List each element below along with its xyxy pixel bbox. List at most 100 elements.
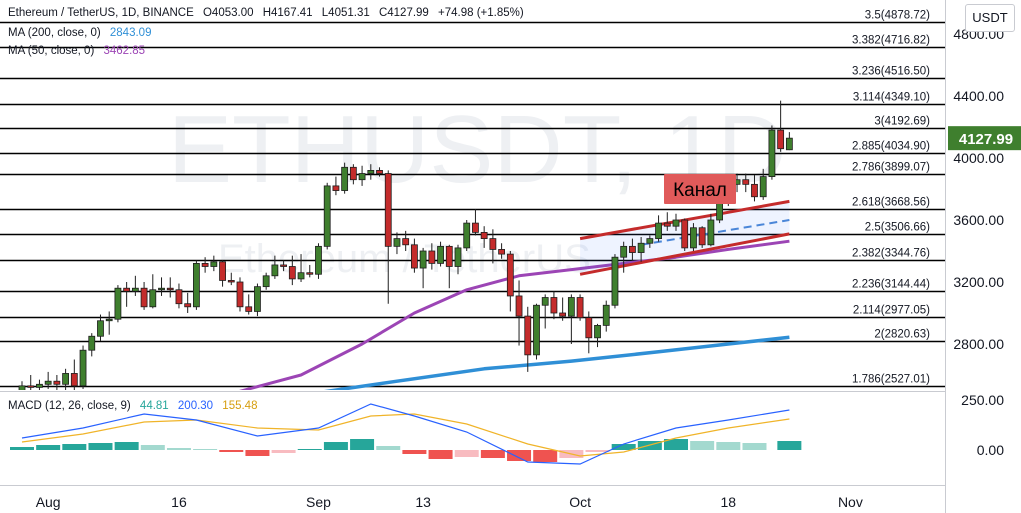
ma50-legend[interactable]: MA (50, close, 0) 3462.85	[8, 45, 151, 57]
candle-up	[637, 242, 645, 253]
candle-down	[123, 287, 131, 292]
fib-level-label: 3.382(4716.82)	[852, 35, 930, 47]
candle-up	[707, 219, 715, 246]
macd-histogram-bar	[507, 450, 532, 461]
candle-up	[149, 289, 157, 308]
candle-down	[585, 317, 593, 339]
candle-down	[245, 306, 253, 312]
candle-down	[698, 227, 706, 246]
candle-down	[777, 129, 785, 150]
candle-down	[576, 297, 584, 319]
price-tick-label: 3600.00	[953, 212, 1004, 228]
candle-up	[210, 261, 218, 267]
currency-button[interactable]: USDT	[965, 4, 1015, 32]
ma50-value: 3462.85	[103, 45, 146, 57]
low-value: L4051.31	[321, 7, 370, 19]
candle-up	[105, 318, 113, 322]
time-tick-label: Aug	[36, 494, 61, 510]
candle-up	[262, 275, 270, 288]
macd-histogram-bar	[454, 450, 479, 457]
symbol-name: Ethereum / TetherUS, 1D, BINANCE	[8, 7, 194, 19]
macd-histogram-bar	[585, 450, 610, 452]
fib-level-label: 2.236(3144.44)	[852, 279, 930, 291]
candle-down	[70, 373, 78, 387]
macd-hist-value: 44.81	[139, 400, 169, 412]
candle-down	[489, 238, 497, 250]
candle-up	[620, 245, 628, 258]
price-tick-label: 4000.00	[953, 150, 1004, 166]
fib-level-label: 2.786(3899.07)	[852, 162, 930, 174]
candle-up	[655, 222, 662, 240]
candle-down	[236, 281, 244, 308]
candle-down	[498, 249, 506, 255]
candle-up	[297, 272, 305, 280]
candle-up	[437, 245, 444, 264]
fib-level-label: 2.114(2977.05)	[853, 305, 930, 317]
candle-up	[131, 287, 139, 292]
fib-level-label: 2.5(3506.66)	[865, 222, 930, 234]
macd-line-value: 200.30	[177, 400, 214, 412]
macd-histogram-bar	[533, 450, 558, 462]
macd-histogram-bar	[271, 450, 296, 453]
candle-down	[445, 245, 453, 267]
candle-up	[18, 385, 26, 390]
candle-down	[166, 287, 174, 291]
candle-up	[158, 287, 165, 291]
candle-up	[602, 304, 610, 326]
macd-histogram-bar	[88, 443, 113, 450]
ma50-line	[239, 239, 790, 390]
candle-down	[376, 169, 383, 174]
channel-annotation-box	[664, 174, 736, 204]
fib-level-label: 3.114(4349.10)	[853, 92, 930, 104]
fib-level-label: 2.885(4034.90)	[852, 141, 930, 153]
macd-legend[interactable]: MACD (12, 26, close, 9) 44.81 200.30 155…	[8, 400, 263, 412]
candle-down	[550, 297, 558, 314]
candle-down	[751, 183, 758, 198]
macd-histogram-bar	[376, 446, 401, 450]
candle-up	[367, 169, 375, 174]
candle-down	[306, 272, 314, 275]
candle-up	[785, 137, 793, 151]
candle-up	[36, 383, 43, 388]
candle-up	[419, 250, 427, 269]
macd-histogram-bar	[193, 449, 218, 450]
change-value: +74.98 (+1.85%)	[438, 7, 524, 19]
price-tick-label: 4400.00	[953, 88, 1004, 104]
macd-tick-label: 0.00	[977, 442, 1004, 458]
candle-down	[410, 244, 418, 269]
candle-down	[428, 250, 436, 264]
macd-histogram-bar	[480, 450, 505, 458]
candle-up	[463, 222, 471, 249]
macd-histogram-bar	[323, 442, 348, 450]
ma200-legend[interactable]: MA (200, close, 0) 2843.09	[8, 27, 157, 39]
candle-up	[690, 227, 697, 249]
candle-down	[288, 266, 296, 280]
open-value: O4053.00	[202, 7, 254, 19]
macd-line	[21, 403, 790, 465]
macd-histogram-bar	[664, 439, 688, 450]
candle-up	[567, 297, 575, 317]
macd-histogram-bar	[611, 444, 636, 450]
candle-up	[393, 238, 401, 247]
candle-down	[663, 222, 671, 227]
candle-up	[541, 297, 549, 306]
candle-up	[88, 335, 96, 351]
candle-up	[768, 129, 776, 178]
high-value: H4167.41	[262, 7, 313, 19]
candle-down	[280, 264, 288, 267]
macd-histogram-bar	[350, 439, 375, 450]
candle-up	[97, 320, 104, 337]
macd-signal-line	[21, 413, 790, 457]
fib-level-label: 2.382(3344.76)	[852, 248, 930, 260]
candle-down	[629, 245, 636, 253]
candle-up	[44, 380, 52, 385]
candle-down	[515, 295, 523, 317]
ma200-value: 2843.09	[109, 27, 152, 39]
ma200-line	[324, 335, 790, 390]
candle-up	[315, 245, 322, 275]
price-tick-label: 3200.00	[953, 274, 1004, 290]
macd-histogram-bar	[690, 441, 715, 450]
candle-up	[323, 185, 331, 247]
candle-down	[742, 179, 750, 185]
